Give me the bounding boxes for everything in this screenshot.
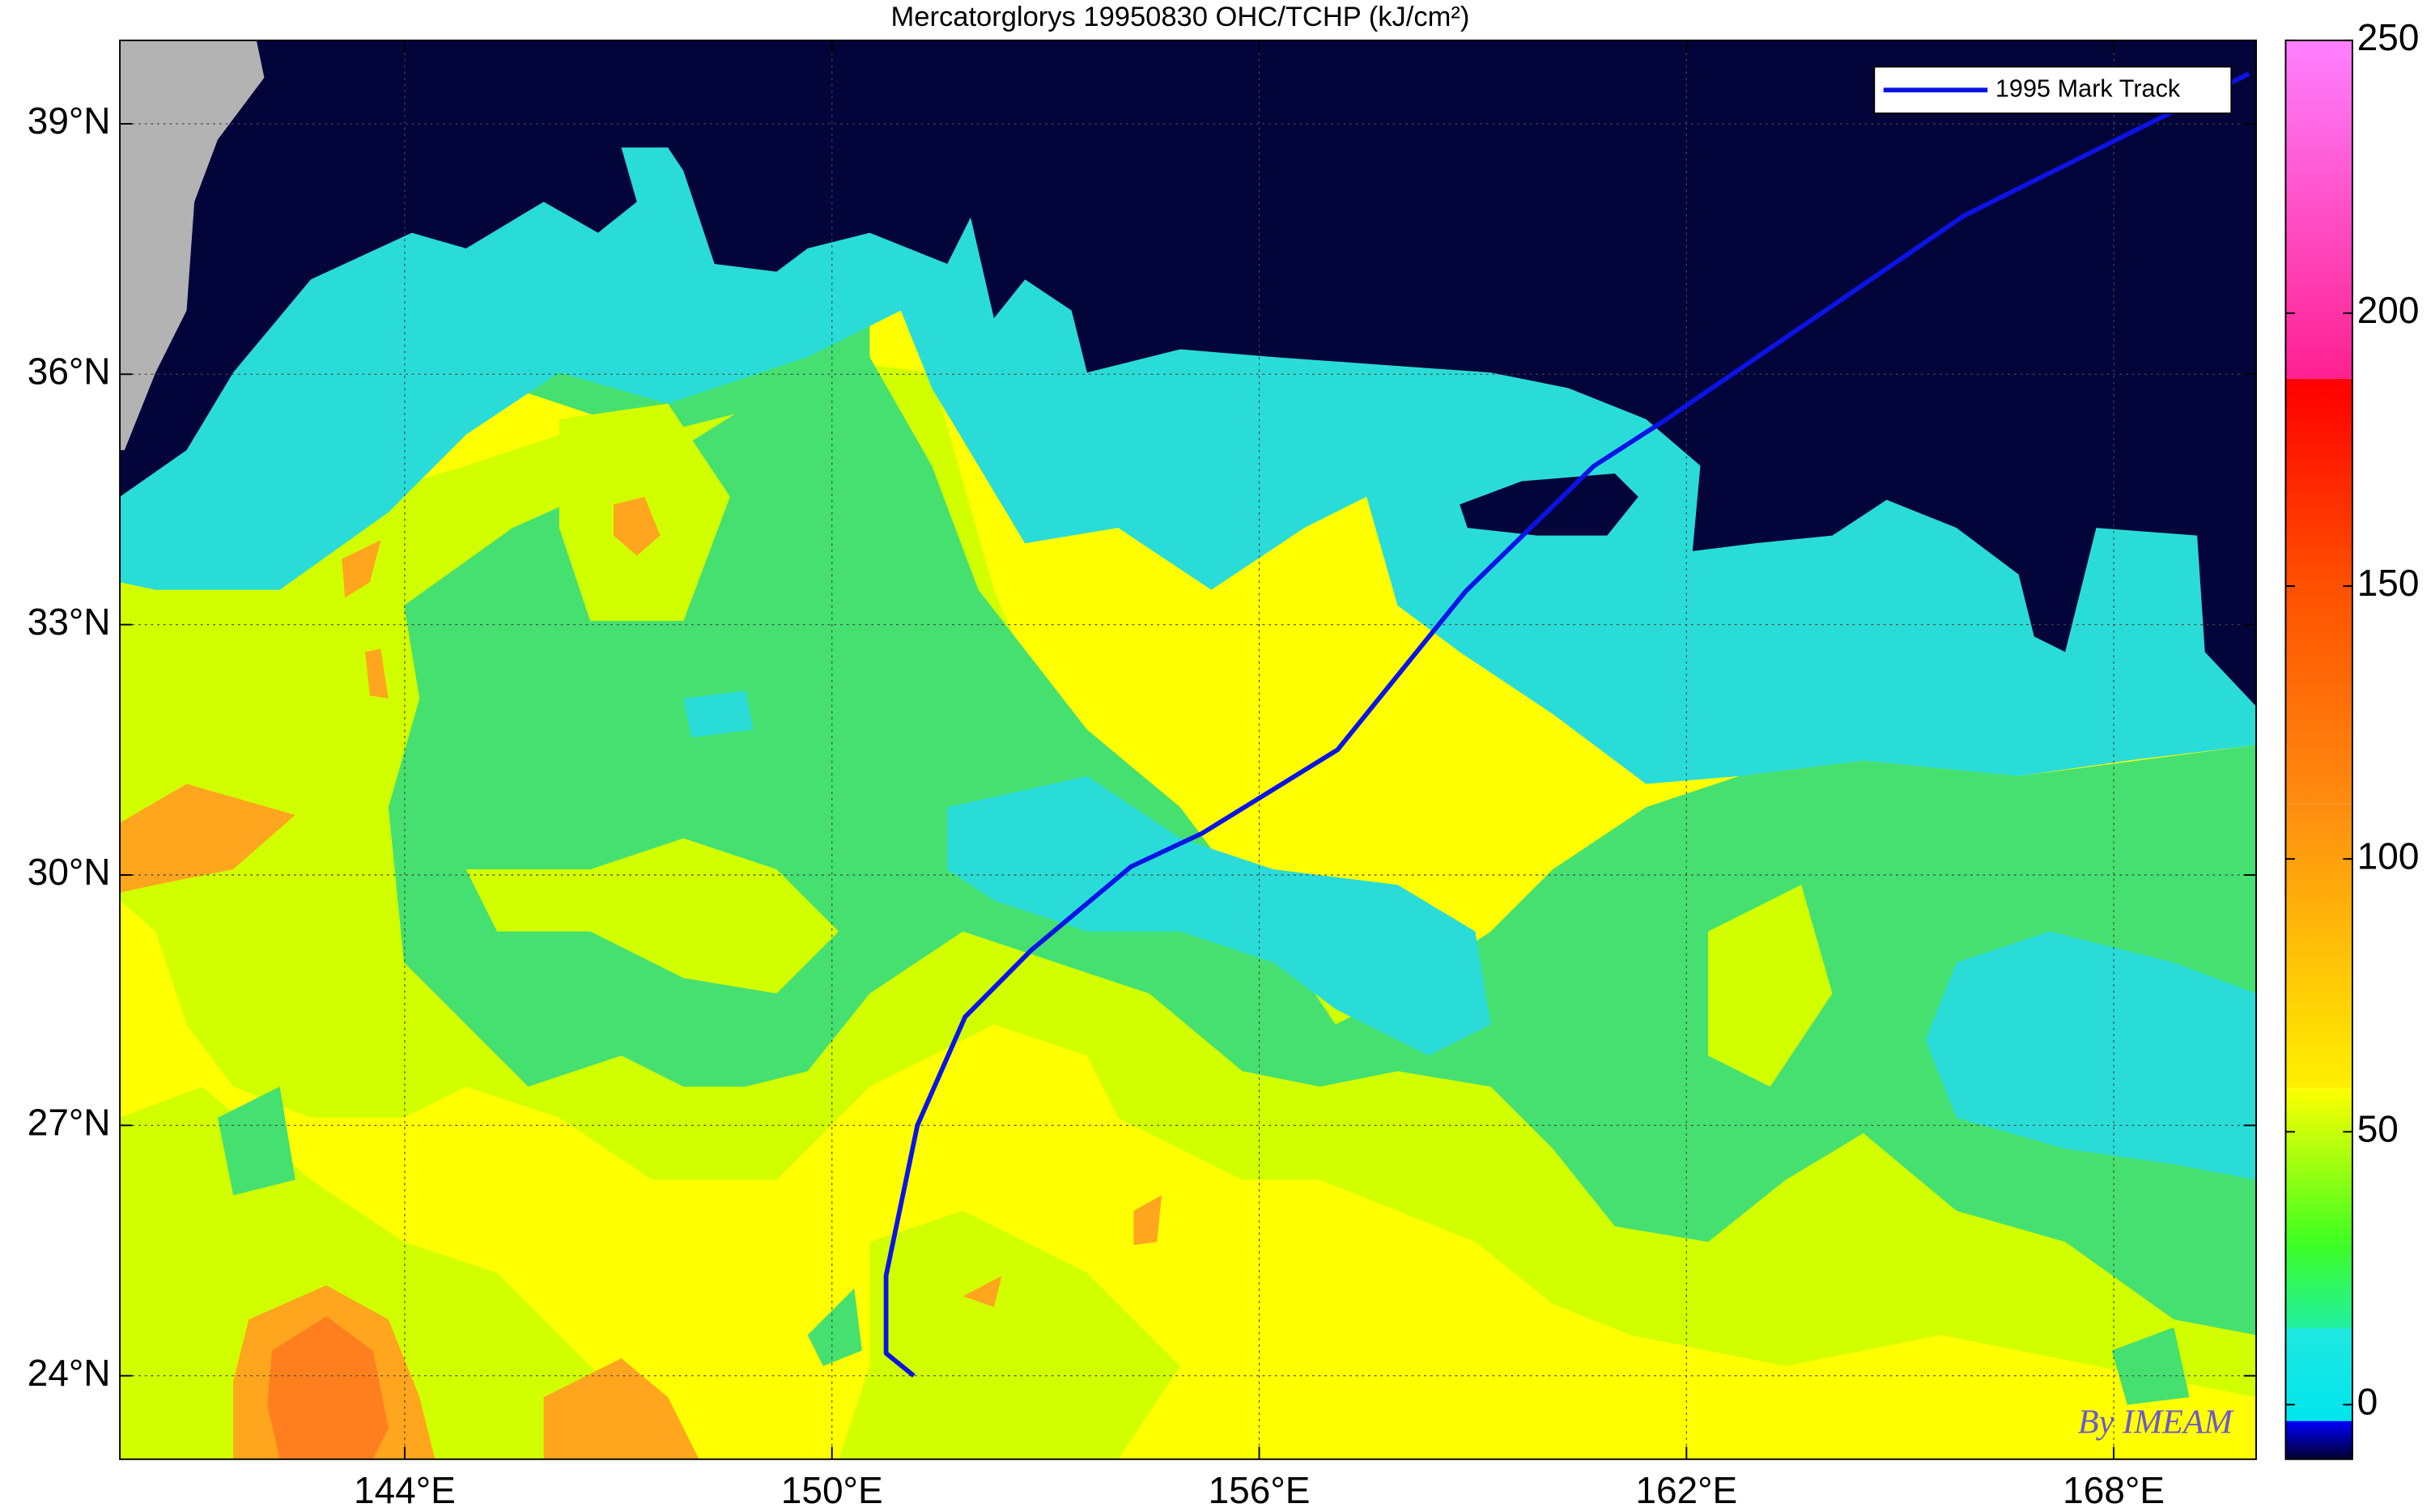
field-yellowgreen [465,838,839,994]
credit: By IMEAM [2078,1403,2235,1441]
field-navy [120,40,2257,707]
field-green [217,1086,295,1196]
colorbar-tick-label: 100 [2357,835,2420,877]
field-yellowgreen [839,1210,1180,1459]
field-orange-dark [267,1316,389,1459]
plot-frame [119,39,2258,1460]
field-yellowgreen [1708,885,1833,1087]
field-orange [613,496,661,556]
colorbar-frame [2284,39,2353,1460]
field-cyan [683,690,754,737]
field-orange [120,784,295,893]
y-tick-label: 24°N [28,1352,111,1394]
land [120,40,265,451]
x-tick-label: 156°E [1209,1469,1311,1511]
colorbar-segment [2285,378,2352,587]
y-tick-label: 36°N [28,350,111,392]
y-tick-label: 33°N [28,601,111,643]
chart-title: Mercatorglorys 19950830 OHC/TCHP (kJ/cm²… [891,2,1470,32]
x-tick-label: 168°E [2063,1469,2165,1511]
legend: 1995 Mark Track [1873,66,2233,114]
track-line [883,71,2250,1378]
x-tick-label: 144°E [354,1469,456,1511]
legend-box [1873,66,2233,114]
field-green [2111,1327,2190,1405]
y-tick-label: 27°N [28,1101,111,1143]
colorbar-tick-label: 0 [2357,1381,2378,1423]
tracks [883,71,2250,1378]
grid [120,40,2257,1459]
colorbar-tick-label: 150 [2357,562,2420,604]
legend-label: 1995 Mark Track [1995,74,2181,102]
colorbar-tick-label: 50 [2357,1107,2399,1149]
colorbar-segment [2285,40,2352,379]
field-cyan [947,775,1491,1056]
field-orange [342,540,381,598]
field-green [807,1288,862,1366]
y-tick-label: 39°N [28,100,111,142]
colorbar-tick-label: 250 [2357,16,2420,58]
ohc-field [120,40,2257,1459]
y-tick-label: 30°N [28,851,111,893]
field-navy [1460,473,1638,536]
colorbar-segment [2285,1327,2352,1421]
x-tick-label: 162°E [1635,1469,1737,1511]
colorbar-segment [2285,804,2352,1089]
colorbar-tick-label: 200 [2357,289,2420,331]
field-orange [543,1358,699,1459]
colorbar-segment [2285,1421,2352,1459]
field-cyan [1925,931,2257,1180]
field-orange [1133,1195,1162,1246]
x-tick-label: 150°E [781,1469,883,1511]
field-orange [963,1276,1002,1307]
field-green [388,357,2257,1336]
colorbar-segment [2285,586,2352,805]
colorbar: 0 50 100 150 200 250 [2284,16,2420,1460]
colorbar-segment [2285,1241,2352,1328]
colorbar-segment [2285,1088,2352,1242]
